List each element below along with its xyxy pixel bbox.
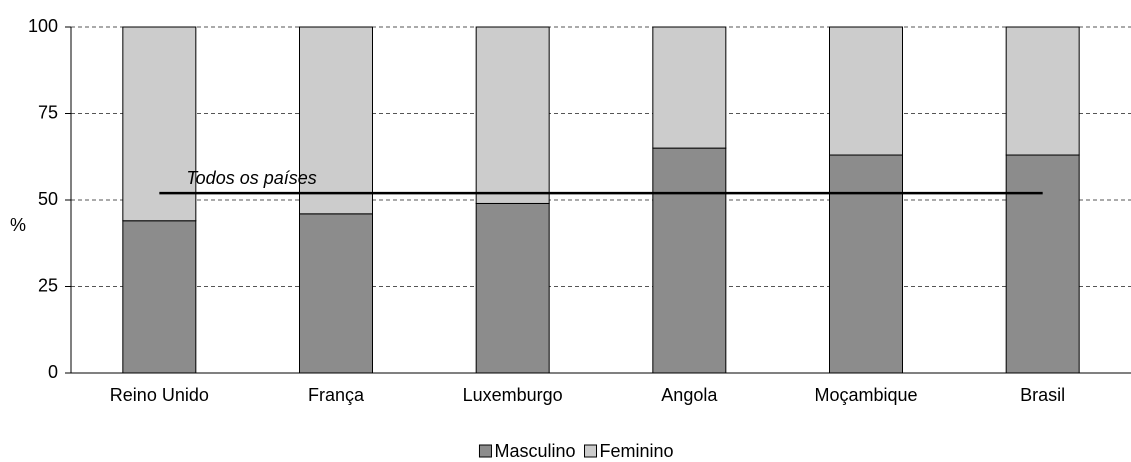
reference-label: Todos os países [186,168,316,188]
y-tick-label: 25 [38,275,58,295]
bar-segment [1005,26,1080,156]
legend-swatch [584,444,598,458]
bar-segment [299,26,373,215]
y-tick-label: 50 [38,189,58,209]
bar-segment [475,202,550,374]
bar-segment [299,213,373,374]
legend-swatch [478,444,492,458]
bar-segment [475,26,550,204]
bar-segment [122,26,197,222]
y-tick-label: 100 [28,16,58,36]
x-tick-label: Brasil [1020,385,1065,405]
y-tick-label: 75 [38,102,58,122]
y-tick-label: 0 [48,362,58,382]
bar-segment [652,147,727,374]
bar-segment [122,220,197,374]
x-tick-label: Moçambique [814,385,917,405]
x-tick-label: França [308,385,365,405]
bar-segment [652,26,727,149]
bar-segment [829,26,903,156]
legend-label: Masculino [494,441,575,461]
x-tick-label: Reino Unido [110,385,209,405]
x-tick-label: Angola [661,385,718,405]
bar-segment [1005,154,1080,374]
x-tick-label: Luxemburgo [463,385,563,405]
legend-label: Feminino [600,441,674,461]
bar-segment [829,154,903,374]
y-axis-label: % [10,215,26,235]
